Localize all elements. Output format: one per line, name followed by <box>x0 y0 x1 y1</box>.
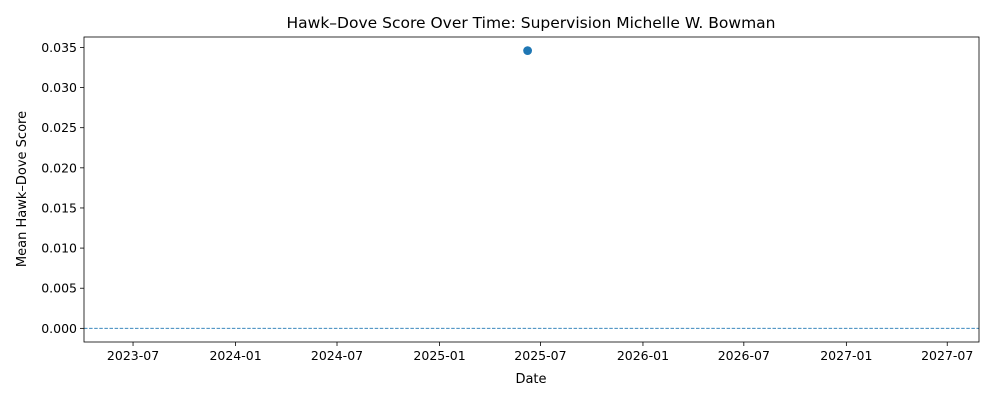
y-tick-label: 0.030 <box>41 80 77 95</box>
y-axis-label: Mean Hawk–Dove Score <box>15 111 30 267</box>
y-tick-label: 0.005 <box>41 281 77 296</box>
x-tick-label: 2026-07 <box>718 348 770 363</box>
x-tick-label: 2027-07 <box>921 348 973 363</box>
chart-title: Hawk–Dove Score Over Time: Supervision M… <box>287 14 776 32</box>
x-tick-label: 2024-01 <box>209 348 261 363</box>
x-tick-label: 2024-07 <box>311 348 363 363</box>
y-tick-label: 0.000 <box>41 321 77 336</box>
x-tick-label: 2025-01 <box>413 348 465 363</box>
y-tick-label: 0.015 <box>41 200 77 215</box>
x-tick-label: 2025-07 <box>514 348 566 363</box>
data-point-1 <box>523 46 532 56</box>
x-tick-label: 2026-01 <box>617 348 669 363</box>
y-tick-label: 0.010 <box>41 241 77 256</box>
y-tick-label: 0.020 <box>41 160 77 175</box>
x-tick-label: 2027-01 <box>820 348 872 363</box>
y-tick-label: 0.035 <box>41 40 77 55</box>
plot-frame <box>83 36 980 343</box>
x-axis-label: Date <box>515 372 546 387</box>
y-tick-label: 0.025 <box>41 120 77 135</box>
plot-area: 0.000 0.005 0.010 0.015 0.020 0.025 0.030 0.035… <box>41 36 980 363</box>
x-tick-label: 2023-07 <box>107 348 159 363</box>
